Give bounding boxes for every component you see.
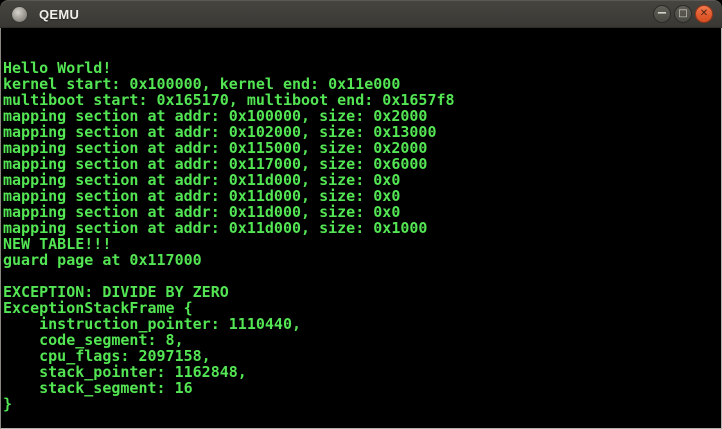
console-line: mapping section at addr: 0x115000, size:… [3,139,428,157]
console-line: mapping section at addr: 0x11d000, size:… [3,171,401,189]
console-line: EXCEPTION: DIVIDE BY ZERO [3,283,229,301]
window-title: QEMU [39,6,80,22]
maximize-icon: □ [678,8,688,19]
console-line: multiboot start: 0x165170, multiboot end… [3,91,455,109]
console-line [1,412,721,428]
maximize-button[interactable]: □ [674,5,692,23]
console-line: mapping section at addr: 0x11d000, size:… [3,187,401,205]
console-line [1,44,721,60]
console-line: stack_pointer: 1162848, [3,363,247,381]
console-line: mapping section at addr: 0x11d000, size:… [3,203,401,221]
titlebar[interactable]: QEMU − □ ✕ [0,0,722,28]
console-line: mapping section at addr: 0x102000, size:… [3,123,437,141]
console-line: cpu_flags: 2097158, [3,347,211,365]
console-line: Hello World! [3,59,112,77]
console-line: mapping section at addr: 0x100000, size:… [3,107,428,125]
console-line: instruction_pointer: 1110440, [3,315,302,333]
minimize-icon: − [656,5,668,21]
minimize-button[interactable]: − [653,5,671,23]
window-controls: − □ ✕ [653,0,713,28]
console-line: kernel start: 0x100000, kernel end: 0x11… [3,75,401,93]
console-line [1,28,721,44]
console-line: mapping section at addr: 0x11d000, size:… [3,219,428,237]
console-line [1,268,721,284]
console-line: code_segment: 8, [3,331,184,349]
console-line: stack_segment: 16 [3,379,193,397]
vm-console-display[interactable]: Hello World! kernel start: 0x100000, kern… [0,28,722,429]
console-line: NEW TABLE!!! [3,235,112,253]
close-icon: ✕ [699,8,709,19]
console-line: ExceptionStackFrame { [3,299,193,317]
console-line: mapping section at addr: 0x117000, size:… [3,155,428,173]
close-button[interactable]: ✕ [695,5,713,23]
console-line: guard page at 0x117000 [3,251,202,269]
qemu-window-icon [12,6,27,22]
console-line: } [3,395,13,413]
